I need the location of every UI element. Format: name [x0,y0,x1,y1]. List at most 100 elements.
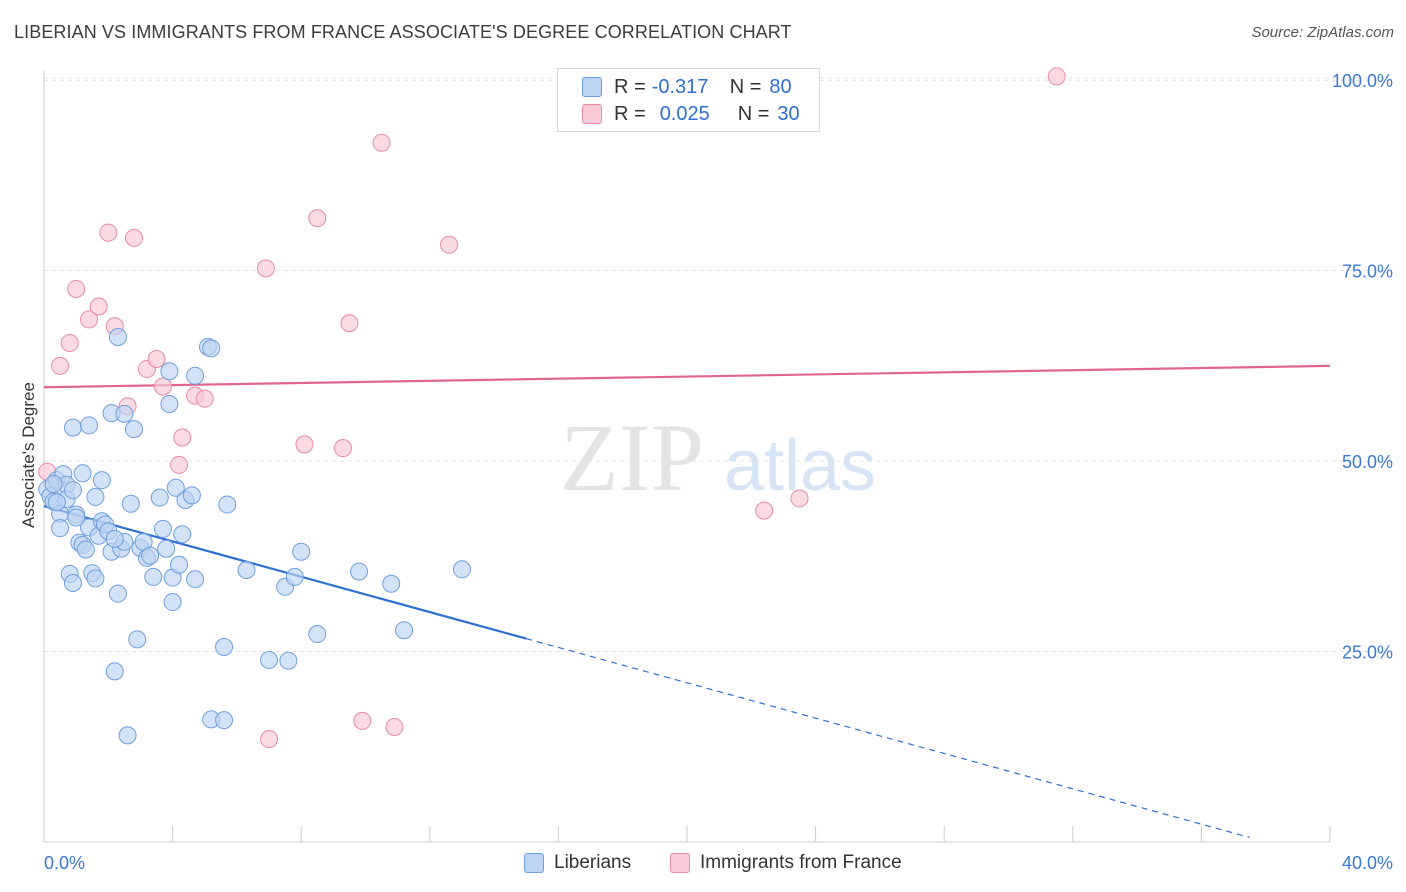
data-point-immigrants-from-france [353,711,372,730]
data-point-liberians [73,464,92,483]
x-tick-label-max: 40.0% [1342,853,1393,873]
data-point-immigrants-from-france [260,730,279,749]
data-point-liberians [260,650,279,669]
data-point-liberians [67,508,86,527]
source-label: Source: ZipAtlas.com [1251,24,1394,41]
data-point-immigrants-from-france [340,314,359,333]
data-point-immigrants-from-france [385,717,404,736]
data-point-immigrants-from-france [80,310,99,329]
data-point-liberians [170,555,189,574]
legend-r-value: 0.025 [659,102,710,125]
data-point-immigrants-from-france [67,279,86,298]
data-point-liberians [92,471,111,490]
watermark-zip: ZIP [560,404,704,511]
trend-line-immigrants-from-france [43,364,1331,389]
legend-r-label: R = [614,75,646,98]
legend-n-label: N = [737,102,770,125]
data-point-liberians [166,478,185,497]
legend-swatch-pink [582,104,602,124]
data-point-immigrants-from-france [372,133,391,152]
trend-lines [43,364,1331,839]
chart-title: LIBERIAN VS IMMIGRANTS FROM FRANCE ASSOC… [14,22,792,42]
data-point-liberians [308,625,327,644]
data-point-liberians [63,481,82,500]
bottom-legend-label-immigrants-from-france: Immigrants from France [700,852,902,873]
data-point-liberians [153,519,172,538]
data-point-liberians [144,567,163,586]
bottom-legend-immigrants-from-france: Immigrants from France [670,852,902,874]
legend-r-label: R = [614,102,646,125]
legend-r-value: -0.317 [651,75,709,98]
data-point-liberians [115,404,134,423]
data-point-liberians [215,637,234,656]
data-point-immigrants-from-france [1047,67,1066,86]
data-point-liberians [80,416,99,435]
data-point-liberians [186,570,205,589]
data-point-immigrants-from-france [89,297,108,316]
data-point-liberians [121,494,140,513]
y-axis-label: Associate's Degree [19,382,38,528]
data-point-immigrants-from-france [195,389,214,408]
data-point-liberians [150,488,169,507]
y-tick-label: 75.0% [1342,262,1393,282]
bottom-legend-swatch-blue [524,853,544,873]
legend-n-label: N = [729,75,762,98]
data-point-liberians [86,487,105,506]
data-point-liberians [173,525,192,544]
legend-row-liberians: R = -0.317 N = 80 [582,75,792,99]
legend-n-value: 80 [769,75,792,98]
bottom-legend-label-liberians: Liberians [554,852,632,873]
series-immigrants-from-france-points [38,67,1066,749]
data-point-liberians [182,486,201,505]
data-point-liberians [382,574,401,593]
data-point-liberians [395,621,414,640]
data-point-liberians [44,474,63,493]
data-point-liberians [218,495,237,514]
data-point-liberians [105,662,124,681]
data-point-immigrants-from-france [173,428,192,447]
data-point-liberians [157,539,176,558]
data-point-immigrants-from-france [60,334,79,353]
data-point-liberians [160,394,179,413]
data-point-liberians [141,546,160,565]
data-point-liberians [108,327,127,346]
data-point-liberians [128,630,147,649]
legend-n-value: 30 [777,102,800,125]
data-point-liberians [292,542,311,561]
data-point-liberians [279,651,298,670]
data-point-liberians [202,339,221,358]
legend: R = -0.317 N = 80 R = 0.025 N = 30 [557,68,820,132]
data-point-liberians [51,519,70,538]
data-point-immigrants-from-france [295,435,314,454]
data-point-immigrants-from-france [755,501,774,520]
data-point-liberians [63,574,82,593]
data-point-immigrants-from-france [440,235,459,254]
data-point-immigrants-from-france [256,259,275,278]
trend-line-liberians [43,505,527,640]
data-point-liberians [105,529,124,548]
data-point-immigrants-from-france [153,377,172,396]
data-point-immigrants-from-france [790,489,809,508]
tick-labels: 25.0% 50.0% 75.0% 100.0% 0.0% 40.0% [44,71,1393,873]
data-point-immigrants-from-france [147,350,166,369]
data-point-immigrants-from-france [333,439,352,458]
x-tick-label-min: 0.0% [44,853,85,873]
data-point-immigrants-from-france [125,228,144,247]
data-point-liberians [47,493,66,512]
data-point-immigrants-from-france [51,356,70,375]
y-tick-label: 50.0% [1342,452,1393,472]
data-point-liberians [76,540,95,559]
data-point-liberians [63,418,82,437]
data-point-immigrants-from-france [170,455,189,474]
legend-row-immigrants-from-france: R = 0.025 N = 30 [582,102,800,126]
data-point-liberians [215,711,234,730]
legend-swatch-blue [582,77,602,97]
data-point-liberians [125,420,144,439]
data-point-liberians [163,593,182,612]
bottom-legend-swatch-pink [670,853,690,873]
trend-line-liberians-extension [526,638,1250,839]
watermark: ZIP atlas [560,404,876,511]
data-point-immigrants-from-france [308,209,327,228]
data-point-liberians [237,561,256,580]
